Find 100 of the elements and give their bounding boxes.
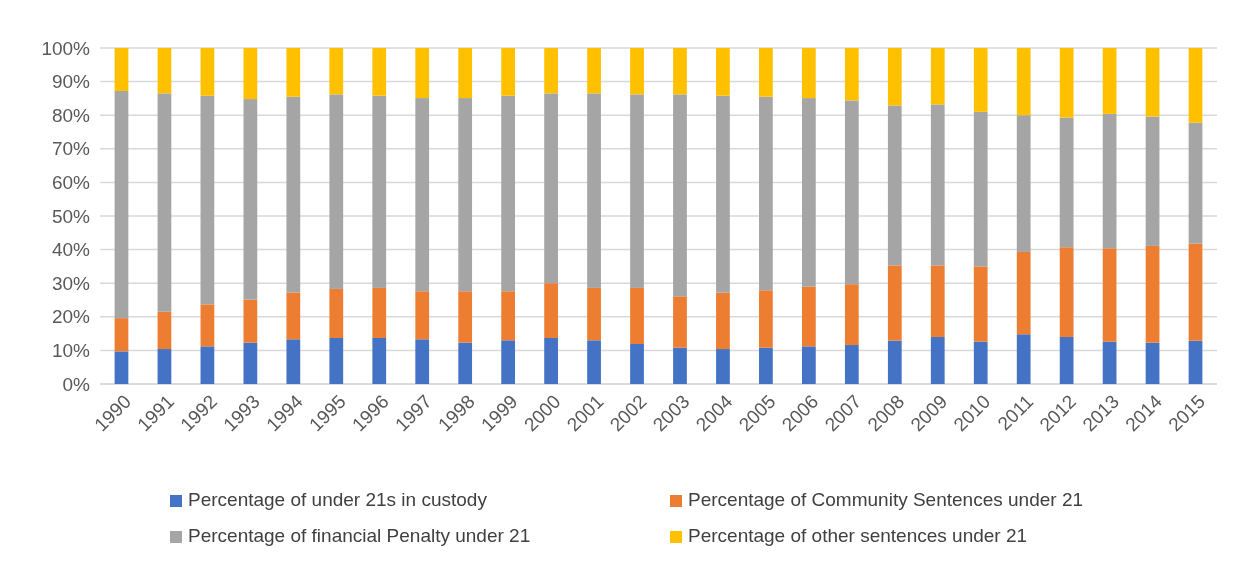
bar: [716, 349, 730, 384]
y-tick-label: 10%: [51, 340, 91, 362]
bar: [1145, 48, 1160, 117]
bar: [1145, 116, 1160, 246]
bar: [501, 291, 516, 341]
bar: [1059, 336, 1074, 384]
bar: [587, 48, 601, 94]
bar: [1188, 340, 1203, 384]
bar: [587, 93, 601, 288]
bar: [844, 284, 859, 346]
bar: [286, 48, 301, 97]
bar: [801, 98, 816, 287]
bar: [801, 286, 816, 347]
bar: [329, 288, 344, 338]
bar: [114, 351, 129, 384]
y-tick-label: 0%: [62, 373, 91, 395]
bar: [587, 287, 601, 341]
y-tick-label: 40%: [51, 239, 91, 261]
bar: [286, 96, 301, 293]
bar: [372, 287, 387, 338]
bar: [673, 94, 687, 297]
y-tick-label: 100%: [41, 37, 91, 59]
bar: [673, 296, 687, 348]
bar: [1188, 48, 1203, 123]
bar: [415, 339, 430, 384]
y-tick-label: 20%: [51, 306, 91, 328]
bar: [1188, 243, 1203, 341]
bar: [801, 48, 816, 99]
bar: [887, 105, 902, 266]
bar: [973, 266, 988, 342]
bar: [329, 48, 344, 95]
bar: [157, 93, 172, 312]
y-tick-label: 80%: [51, 104, 91, 126]
bar: [415, 48, 430, 99]
bar: [759, 347, 773, 384]
bar: [415, 98, 430, 292]
y-tick-label: 90%: [51, 71, 91, 93]
bar: [114, 91, 129, 319]
bar: [243, 299, 258, 343]
bar: [930, 265, 945, 337]
bar: [673, 347, 687, 384]
bar: [973, 341, 988, 384]
bar: [1059, 247, 1074, 337]
bar: [544, 337, 558, 384]
bar: [1188, 122, 1203, 244]
legend-label: Percentage of Community Sentences under 21: [688, 489, 1084, 510]
bar: [887, 265, 902, 341]
bar: [157, 349, 172, 384]
bar: [716, 292, 730, 350]
bar: [415, 291, 430, 340]
bar: [501, 95, 516, 292]
bar: [243, 48, 258, 100]
bar: [630, 287, 644, 345]
bar: [887, 340, 902, 384]
bar: [286, 292, 301, 340]
bar: [372, 95, 387, 288]
bar: [458, 98, 473, 292]
bar: [286, 339, 301, 384]
bar: [372, 337, 387, 384]
bar: [1145, 245, 1160, 343]
bar: [1145, 342, 1160, 384]
bar: [973, 48, 988, 112]
bar: [372, 48, 387, 96]
bar: [630, 344, 644, 384]
bar: [501, 48, 516, 96]
legend-label: Percentage of financial Penalty under 21: [188, 525, 531, 546]
bar: [1016, 48, 1031, 116]
legend-label: Percentage of under 21s in custody: [188, 489, 488, 510]
bar: [630, 48, 644, 95]
bar: [930, 104, 945, 266]
bar: [243, 342, 258, 384]
bar: [844, 100, 859, 285]
bar: [759, 96, 773, 291]
bar: [544, 283, 558, 338]
bar: [458, 342, 473, 384]
legend-label: Percentage of other sentences under 21: [688, 525, 1028, 546]
bar: [1102, 248, 1117, 342]
bar: [1016, 334, 1031, 384]
y-tick-label: 70%: [51, 138, 91, 160]
bar: [1016, 115, 1031, 252]
bar: [243, 99, 258, 300]
bar: [329, 94, 344, 289]
bar: [458, 291, 473, 343]
bar: [200, 346, 215, 384]
bar: [114, 48, 129, 92]
bar: [930, 48, 945, 105]
bar: [1102, 113, 1117, 249]
bar: [200, 304, 215, 347]
bar: [759, 48, 773, 97]
bar: [157, 311, 172, 350]
bar: [157, 48, 172, 94]
bar: [501, 340, 516, 384]
y-tick-label: 60%: [51, 172, 91, 194]
bar: [1059, 117, 1074, 248]
bar: [200, 95, 215, 305]
bar: [544, 48, 558, 94]
y-tick-label: 50%: [51, 205, 91, 227]
bar: [844, 48, 859, 101]
bar: [716, 48, 730, 96]
bar: [801, 346, 816, 384]
